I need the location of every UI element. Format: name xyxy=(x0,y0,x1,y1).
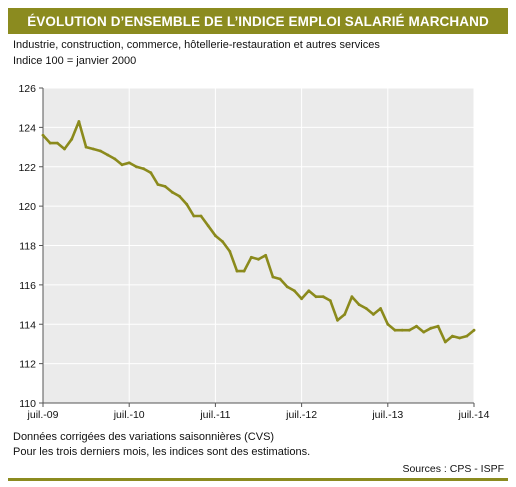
data-point xyxy=(357,303,361,306)
data-point xyxy=(293,289,296,293)
data-point xyxy=(192,214,196,218)
data-point xyxy=(48,141,52,145)
source-note: Sources : CPS - ISPF xyxy=(402,463,504,475)
bottom-rule xyxy=(8,478,508,481)
data-point xyxy=(415,324,418,328)
data-point xyxy=(178,194,181,198)
data-point xyxy=(84,145,88,149)
data-point xyxy=(185,202,189,206)
data-point xyxy=(393,328,397,332)
y-tick-label: 118 xyxy=(19,241,36,253)
data-point xyxy=(285,285,289,289)
data-point xyxy=(350,295,354,299)
data-point xyxy=(77,120,81,123)
chart-title: ÉVOLUTION D’ENSEMBLE DE L’INDICE EMPLOI … xyxy=(27,13,489,29)
data-point xyxy=(257,257,260,261)
data-point xyxy=(458,336,461,340)
data-point xyxy=(278,277,282,281)
y-tick-label: 114 xyxy=(19,319,36,331)
data-point xyxy=(242,269,246,273)
estimate-note: Pour les trois derniers mois, les indice… xyxy=(13,446,311,458)
data-point xyxy=(99,149,102,153)
data-point xyxy=(400,328,404,332)
y-tick-label: 120 xyxy=(18,201,36,213)
data-point xyxy=(221,240,225,244)
data-point xyxy=(63,147,66,151)
data-point xyxy=(235,269,239,273)
data-point xyxy=(443,340,447,344)
data-point xyxy=(135,165,138,169)
y-tick-label: 124 xyxy=(18,122,36,134)
index-base-note: Indice 100 = janvier 2000 xyxy=(13,55,137,67)
data-point xyxy=(163,185,167,188)
data-point xyxy=(56,141,59,145)
y-tick-label: 126 xyxy=(18,83,36,95)
data-point xyxy=(149,171,153,175)
data-point xyxy=(127,161,131,165)
data-point xyxy=(321,295,325,299)
data-point xyxy=(472,328,476,332)
data-point xyxy=(228,250,232,253)
x-tick-label: juil.-11 xyxy=(199,409,230,421)
data-point xyxy=(422,330,426,334)
y-tick-label: 116 xyxy=(19,280,36,292)
x-tick-label: juil.-10 xyxy=(113,409,145,421)
x-tick-label: juil.-13 xyxy=(371,409,403,421)
data-point xyxy=(142,167,146,171)
data-point xyxy=(41,133,45,137)
data-point xyxy=(70,137,74,141)
data-point xyxy=(199,214,203,218)
data-point xyxy=(264,253,268,257)
chart-subtitle: Industrie, construction, commerce, hôtel… xyxy=(13,39,380,51)
data-point xyxy=(300,297,303,301)
data-point xyxy=(314,295,318,299)
x-tick-label: juil.-12 xyxy=(285,409,317,421)
data-point xyxy=(429,326,433,330)
data-point xyxy=(214,234,217,238)
data-point xyxy=(307,289,311,293)
data-point xyxy=(379,307,382,310)
y-tick-label: 112 xyxy=(19,359,36,371)
data-point xyxy=(120,163,124,167)
x-tick-label: juil.-14 xyxy=(458,409,490,421)
x-tick-label: juil.-09 xyxy=(27,409,59,421)
data-point xyxy=(156,183,160,186)
data-point xyxy=(364,307,368,310)
data-point xyxy=(170,190,174,194)
y-tick-label: 110 xyxy=(19,398,36,410)
data-point xyxy=(249,255,253,259)
data-point xyxy=(386,322,390,326)
data-point xyxy=(206,224,210,228)
data-point xyxy=(336,318,339,322)
data-point xyxy=(465,334,469,338)
data-point xyxy=(372,313,375,316)
seasonal-adjustment-note: Données corrigées des variations saisonn… xyxy=(13,431,275,443)
data-point xyxy=(106,153,109,157)
data-point xyxy=(328,299,332,302)
data-point xyxy=(271,275,275,279)
data-point xyxy=(436,324,440,328)
data-point xyxy=(343,313,347,316)
data-point xyxy=(91,147,95,151)
data-point xyxy=(451,334,454,338)
y-tick-label: 122 xyxy=(18,162,36,174)
data-point xyxy=(113,157,117,161)
data-point xyxy=(407,328,411,332)
title-band: ÉVOLUTION D’ENSEMBLE DE L’INDICE EMPLOI … xyxy=(8,8,508,34)
